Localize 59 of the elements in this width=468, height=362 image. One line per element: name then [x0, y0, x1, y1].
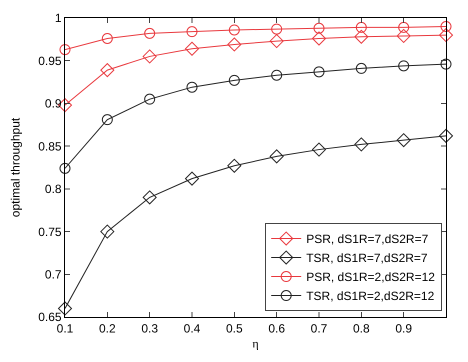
x-tick-label: 0.5: [226, 321, 243, 336]
legend-label: PSR, dS1R=2,dS2R=12: [306, 270, 436, 284]
point: [271, 70, 282, 81]
y-tick-label: 0.75: [38, 224, 62, 239]
legend-label: TSR, dS1R=7,dS2R=7: [306, 251, 428, 266]
point: [439, 28, 453, 42]
point: [60, 162, 70, 174]
x-tick-label: 0.4: [184, 321, 201, 336]
point: [142, 49, 157, 64]
point: [312, 32, 326, 46]
y-axis-title: optimal throughput: [8, 117, 23, 218]
y-tick-label: 0.7: [44, 267, 62, 282]
point: [439, 128, 453, 143]
point: [354, 30, 368, 44]
point: [228, 24, 240, 36]
point: [185, 172, 199, 186]
point: [100, 224, 114, 239]
point: [144, 28, 156, 39]
point: [356, 62, 367, 74]
point: [354, 137, 368, 152]
y-tick-label: 1: [54, 11, 62, 26]
point: [185, 42, 199, 56]
point: [398, 22, 410, 33]
point: [396, 28, 411, 43]
y-tick-label: 0.8: [44, 182, 62, 196]
point: [271, 24, 282, 35]
point: [440, 21, 452, 32]
point: [186, 82, 198, 93]
point: [398, 60, 410, 72]
y-tick-label: 0.9: [44, 96, 62, 111]
point: [314, 66, 324, 78]
x-tick-label: 0.9: [395, 321, 412, 336]
y-tick-label: 0.95: [38, 54, 62, 68]
x-axis-title: η: [252, 336, 259, 350]
x-tick-label: 0.3: [141, 321, 158, 336]
legend-label: TSR, dS1R=2,dS2R=12: [306, 289, 435, 304]
point: [142, 190, 157, 204]
point: [227, 37, 242, 52]
x-tick-label: 0.6: [268, 321, 286, 336]
point: [356, 22, 367, 33]
point: [102, 114, 113, 126]
y-tick-label: 0.85: [38, 139, 62, 154]
point: [227, 158, 242, 173]
point: [186, 26, 198, 38]
legend-label: PSR, dS1R=7,dS2R=7: [306, 232, 429, 246]
point: [102, 33, 113, 44]
x-tick-label: 0.2: [98, 321, 116, 336]
point: [312, 142, 326, 157]
x-tick-label: 0.8: [352, 321, 370, 336]
point: [270, 149, 284, 164]
point: [100, 63, 114, 78]
point: [228, 74, 240, 86]
point: [144, 94, 156, 105]
x-tick-label: 0.7: [310, 321, 328, 336]
point: [440, 58, 452, 70]
point: [270, 34, 284, 48]
point: [314, 22, 324, 34]
point: [60, 44, 70, 56]
point: [396, 133, 411, 148]
